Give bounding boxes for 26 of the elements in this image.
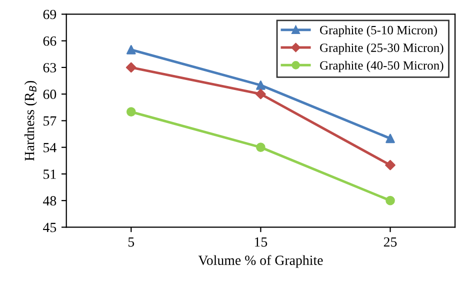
point: [126, 45, 136, 54]
y-tick-label: 57: [44, 116, 56, 126]
x-tick-label: 15: [254, 237, 268, 247]
point: [385, 160, 396, 170]
legend-label: Graphite (40-50 Micron): [320, 60, 444, 72]
point: [256, 142, 266, 152]
y-axis-title: Hardness (R$_{B}$): [24, 80, 38, 161]
x-tick-label: 5: [128, 237, 134, 247]
y-tick-label: 63: [43, 63, 56, 72]
legend-label: Graphite (25-30 Micron): [320, 43, 444, 55]
x-tick-label: 25: [384, 237, 397, 247]
point: [126, 62, 136, 73]
y-tick-label: 51: [44, 170, 56, 179]
y-tick-label: 69: [43, 10, 56, 20]
point: [256, 88, 266, 100]
x-axis-title: Volume % of Graphite: [198, 255, 323, 268]
point: [386, 196, 395, 206]
y-tick-label: 45: [43, 222, 56, 232]
legend-label: Graphite (5-10 Micron): [320, 26, 437, 37]
y-tick-label: 48: [43, 196, 56, 206]
point: [126, 107, 136, 116]
y-tick-label: 66: [43, 36, 56, 46]
y-tick-label: 54: [44, 143, 56, 152]
point: [386, 134, 395, 144]
point: [256, 80, 266, 90]
y-tick-label: 60: [43, 90, 56, 100]
